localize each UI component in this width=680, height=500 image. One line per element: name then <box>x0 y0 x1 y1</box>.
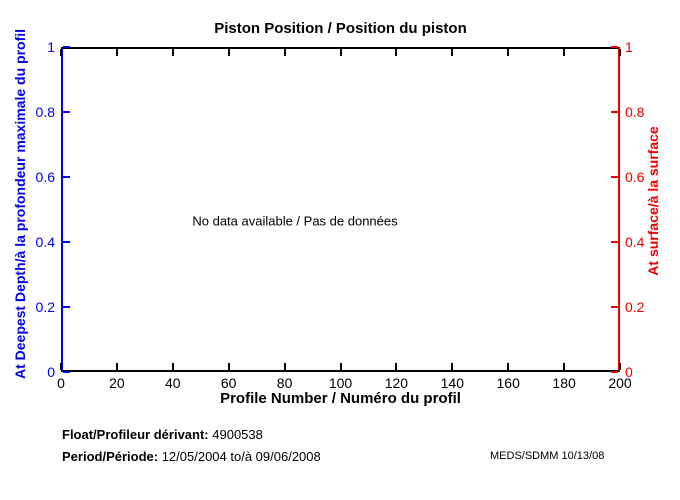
x-tick <box>507 363 510 370</box>
float-id-line: Float/Profileur dérivant: 4900538 <box>62 427 263 442</box>
y-left-tick-label: 0.6 <box>35 169 55 185</box>
y-left-tick-label: 1 <box>47 39 55 55</box>
y-right-tick <box>611 371 618 373</box>
x-tick-label: 0 <box>57 375 65 391</box>
y-right-tick <box>611 241 618 243</box>
float-id-label: Float/Profileur dérivant: <box>62 427 209 442</box>
y-right-tick-label: 0.6 <box>625 169 645 185</box>
y-left-tick-label: 0.2 <box>35 299 55 315</box>
x-tick <box>171 363 174 370</box>
chart-title: Piston Position / Position du piston <box>214 20 467 37</box>
y-left-tick <box>63 46 70 48</box>
period-value: 12/05/2004 to/à 09/06/2008 <box>161 449 321 464</box>
x-tick <box>283 363 286 370</box>
x-tick-label: 100 <box>328 375 353 391</box>
y-left-tick-label: 0.4 <box>35 234 55 250</box>
x-tick-label: 120 <box>384 375 409 391</box>
x-tick-label: 200 <box>608 375 632 391</box>
float-id-value: 4900538 <box>212 427 263 442</box>
x-tick-top <box>283 49 286 56</box>
x-tick <box>451 363 454 370</box>
y-left-tick-label: 0.8 <box>35 104 55 120</box>
x-tick <box>115 363 118 370</box>
x-tick-top <box>563 49 566 56</box>
y-right-tick-label: 1 <box>625 39 633 55</box>
x-tick <box>227 363 230 370</box>
credit-text: MEDS/SDMM 10/13/08 <box>490 450 605 462</box>
x-tick <box>619 363 621 370</box>
y-left-tick <box>63 176 70 178</box>
x-tick-top <box>507 49 510 56</box>
x-tick-top <box>339 49 342 56</box>
period-label: Period/Période: <box>62 449 159 464</box>
x-tick-label: 40 <box>165 375 181 391</box>
y-left-tick-label: 0 <box>47 364 55 380</box>
x-tick-label: 60 <box>220 375 237 391</box>
x-tick-label: 80 <box>276 375 293 391</box>
x-tick <box>339 363 342 370</box>
no-data-annotation: No data available / Pas de données <box>192 213 398 229</box>
x-tick <box>395 363 398 370</box>
period-line: Period/Période: 12/05/2004 to/à 09/06/20… <box>62 449 321 464</box>
x-tick-label: 180 <box>552 375 576 391</box>
y-right-tick-label: 0 <box>625 364 633 380</box>
x-tick <box>60 363 62 370</box>
x-tick-top <box>395 49 398 56</box>
y-left-tick <box>63 306 70 308</box>
x-tick-top <box>227 49 230 56</box>
x-tick-top <box>451 49 454 56</box>
plot-area <box>61 47 620 372</box>
x-tick-label: 140 <box>440 375 464 391</box>
x-tick <box>563 363 566 370</box>
y-right-tick-label: 0.2 <box>625 299 645 315</box>
x-tick-top <box>115 49 118 56</box>
x-tick-label: 20 <box>109 375 125 391</box>
left-y-axis-label: At Deepest Depth/à la profondeur maximal… <box>12 28 28 380</box>
right-y-axis-label: At surface/à la surface <box>645 126 661 276</box>
x-tick-label: 160 <box>496 375 520 391</box>
y-right-tick <box>611 176 618 178</box>
y-right-tick <box>611 306 618 308</box>
y-right-tick-label: 0.8 <box>625 104 645 120</box>
y-left-tick <box>63 111 70 113</box>
x-tick-top <box>619 49 621 56</box>
y-right-tick-label: 0.4 <box>625 234 645 250</box>
y-right-tick <box>611 46 618 48</box>
y-left-tick <box>63 371 70 373</box>
x-tick-top <box>171 49 174 56</box>
y-right-tick <box>611 111 618 113</box>
x-tick-top <box>60 49 62 56</box>
y-left-tick <box>63 241 70 243</box>
x-axis-label: Profile Number / Numéro du profil <box>220 390 461 407</box>
